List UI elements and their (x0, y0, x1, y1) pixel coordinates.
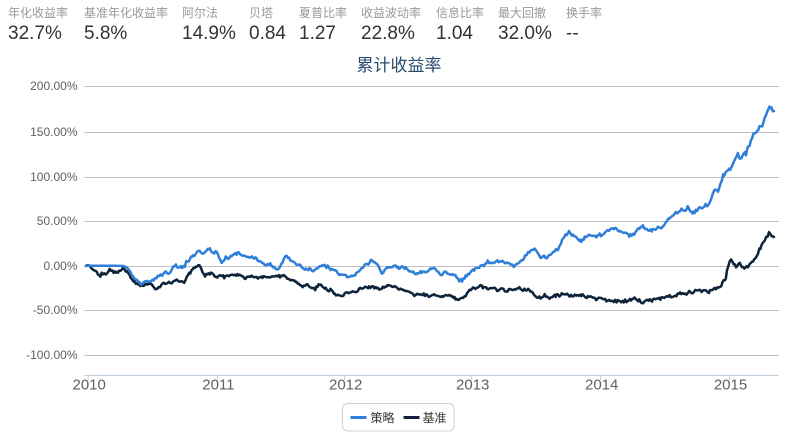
svg-text:累计收益率: 累计收益率 (357, 56, 442, 75)
svg-text:2015: 2015 (714, 377, 747, 394)
svg-text:200.00%: 200.00% (30, 79, 78, 93)
svg-text:2010: 2010 (73, 377, 106, 394)
svg-text:2012: 2012 (329, 377, 362, 394)
svg-text:150.00%: 150.00% (30, 125, 78, 139)
svg-text:0.00%: 0.00% (43, 259, 77, 273)
svg-text:2013: 2013 (456, 377, 489, 394)
svg-text:-50.00%: -50.00% (33, 303, 78, 317)
svg-text:策略: 策略 (371, 410, 395, 425)
svg-text:基准: 基准 (423, 411, 447, 425)
svg-text:-100.00%: -100.00% (26, 348, 78, 362)
svg-text:2014: 2014 (585, 377, 618, 394)
svg-text:50.00%: 50.00% (37, 214, 78, 228)
svg-text:100.00%: 100.00% (30, 170, 78, 184)
svg-text:2011: 2011 (202, 377, 234, 394)
